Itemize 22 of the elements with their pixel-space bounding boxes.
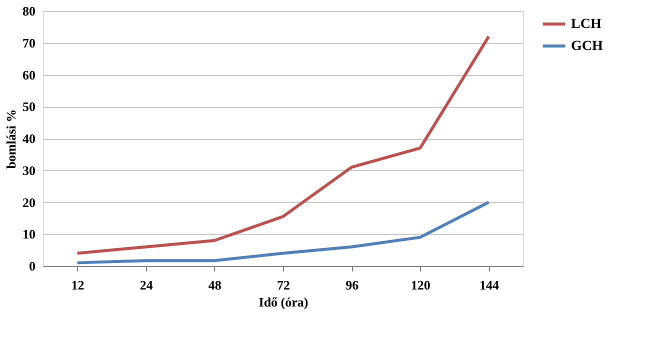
legend-label: GCH: [571, 39, 603, 54]
legend-label: LCH: [571, 17, 602, 32]
x-tick-label: 48: [208, 278, 222, 292]
x-axis-title: Idő (óra): [258, 294, 308, 310]
y-tick-label: 80: [22, 4, 36, 18]
x-tick-label: 24: [140, 278, 154, 292]
y-tick-label: 40: [22, 131, 36, 146]
line-series: [76, 200, 490, 264]
y-axis-title: bomlási %: [4, 109, 18, 169]
line-series: [76, 35, 490, 255]
x-tick-label: 96: [346, 278, 360, 292]
x-tick-label: 72: [277, 278, 290, 292]
x-tick-label: 144: [479, 278, 500, 292]
y-tick-label: 60: [22, 67, 36, 82]
y-tick-label: 70: [22, 35, 36, 50]
y-tick-label: 10: [22, 226, 36, 242]
y-tick-label: 30: [22, 162, 36, 178]
y-tick-label: 20: [22, 194, 36, 210]
y-tick-label: 50: [22, 99, 36, 114]
x-tick-label: 12: [71, 278, 84, 292]
x-tick-label: 120: [410, 278, 430, 292]
y-tick-label: 0: [29, 258, 36, 274]
